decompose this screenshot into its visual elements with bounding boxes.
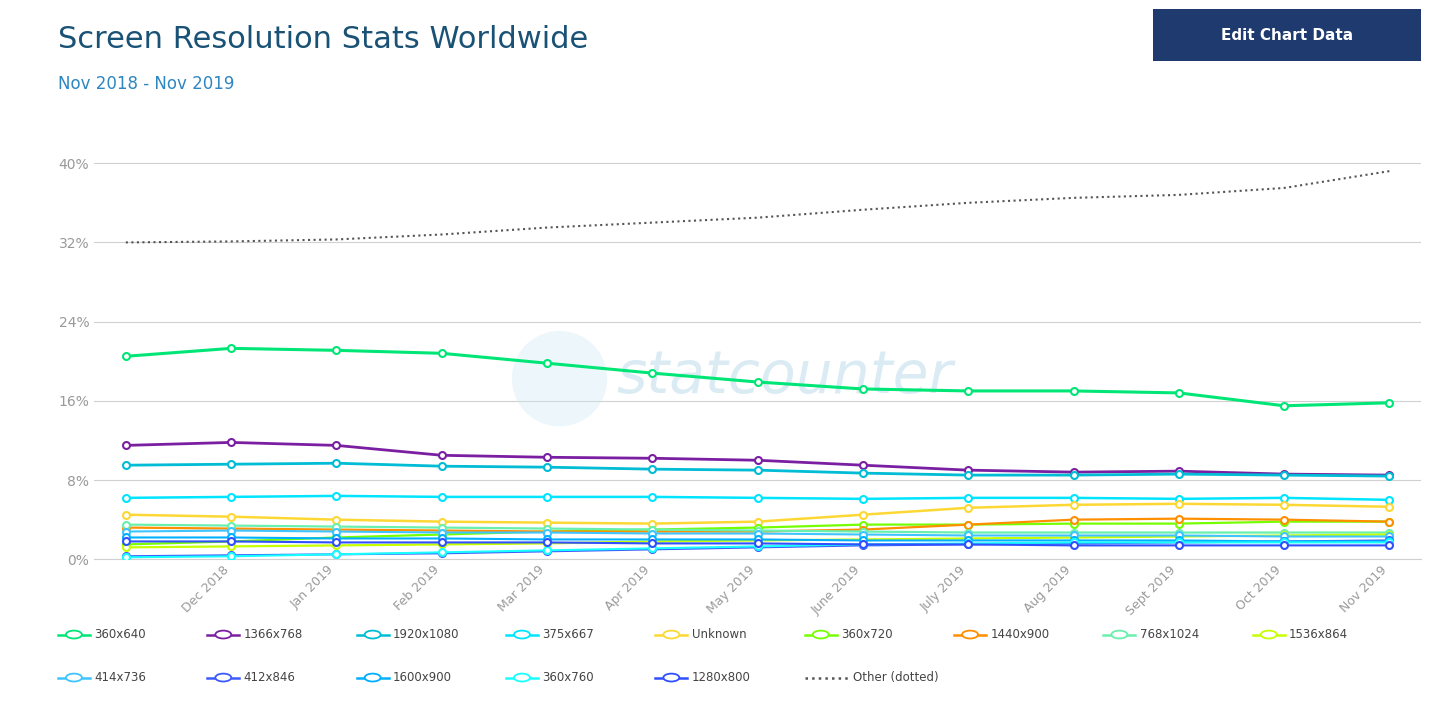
- Text: Nov 2018 - Nov 2019: Nov 2018 - Nov 2019: [58, 75, 235, 93]
- Text: 1280x800: 1280x800: [692, 671, 751, 684]
- Text: 1920x1080: 1920x1080: [393, 628, 460, 641]
- Text: 1600x900: 1600x900: [393, 671, 452, 684]
- Text: 360x640: 360x640: [94, 628, 146, 641]
- Text: ●: ●: [505, 315, 613, 437]
- Text: 414x736: 414x736: [94, 671, 146, 684]
- Text: 768x1024: 768x1024: [1140, 628, 1199, 641]
- Text: 1536x864: 1536x864: [1289, 628, 1348, 641]
- Text: 1440x900: 1440x900: [990, 628, 1050, 641]
- Text: Edit Chart Data: Edit Chart Data: [1221, 28, 1353, 42]
- Text: 360x760: 360x760: [542, 671, 594, 684]
- Text: 375x667: 375x667: [542, 628, 594, 641]
- Text: 412x846: 412x846: [244, 671, 296, 684]
- Text: 1366x768: 1366x768: [244, 628, 303, 641]
- Text: Other (dotted): Other (dotted): [853, 671, 938, 684]
- Text: statcounter: statcounter: [616, 348, 953, 405]
- Text: Screen Resolution Stats Worldwide: Screen Resolution Stats Worldwide: [58, 25, 589, 54]
- Text: 360x720: 360x720: [841, 628, 893, 641]
- Text: Unknown: Unknown: [692, 628, 747, 641]
